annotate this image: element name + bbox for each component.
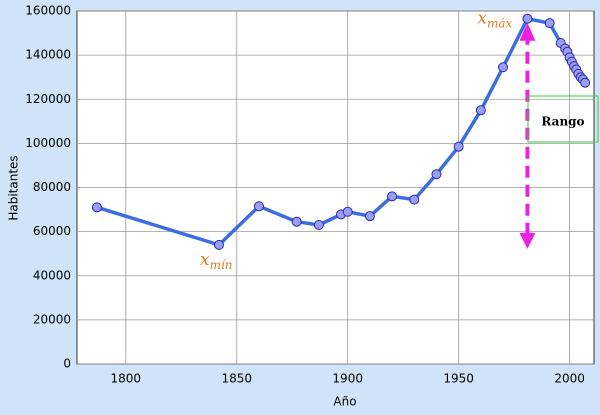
arrow-head [519,232,536,249]
data-point [253,201,264,212]
y-tick-label: 40000 [33,268,71,282]
range-box [527,95,599,143]
data-point [313,220,324,231]
y-tick-label: 0 [63,357,71,371]
y-tick-label: 120000 [25,92,71,106]
x-axis-label: Año [333,395,356,409]
range-label: Rango [541,115,584,129]
annotation: xmáx [477,8,512,30]
y-tick-label: 160000 [25,4,71,18]
y-tick-label: 60000 [33,224,71,238]
y-axis-label: Habitantes [7,155,21,220]
data-point [431,169,442,180]
data-point [475,105,486,116]
annotation-sub: máx [487,16,513,30]
x-tick-label: 1850 [221,372,252,386]
data-point [364,211,375,222]
data-point [91,202,102,213]
data-point [580,77,591,88]
annotation-sub: mín [210,257,233,271]
data-point [544,18,555,29]
data-point [522,13,533,24]
y-tick-label: 20000 [33,312,71,326]
data-point [291,216,302,227]
arrow-head [519,22,536,41]
data-point [387,191,398,202]
data-point [453,141,464,152]
y-tick-label: 140000 [25,48,71,62]
x-tick-label: 2000 [554,372,585,386]
data-point [342,206,353,217]
data-point [409,194,420,205]
x-tick-label: 1900 [332,372,363,386]
y-tick-label: 80000 [33,180,71,194]
x-tick-label: 1950 [443,372,474,386]
annotation-text: x [477,8,487,28]
data-point [498,62,509,73]
x-tick-label: 1800 [111,372,142,386]
data-point [214,239,225,250]
y-tick-label: 100000 [25,136,71,150]
annotation: xmín [200,249,233,271]
annotation-text: x [200,249,210,269]
